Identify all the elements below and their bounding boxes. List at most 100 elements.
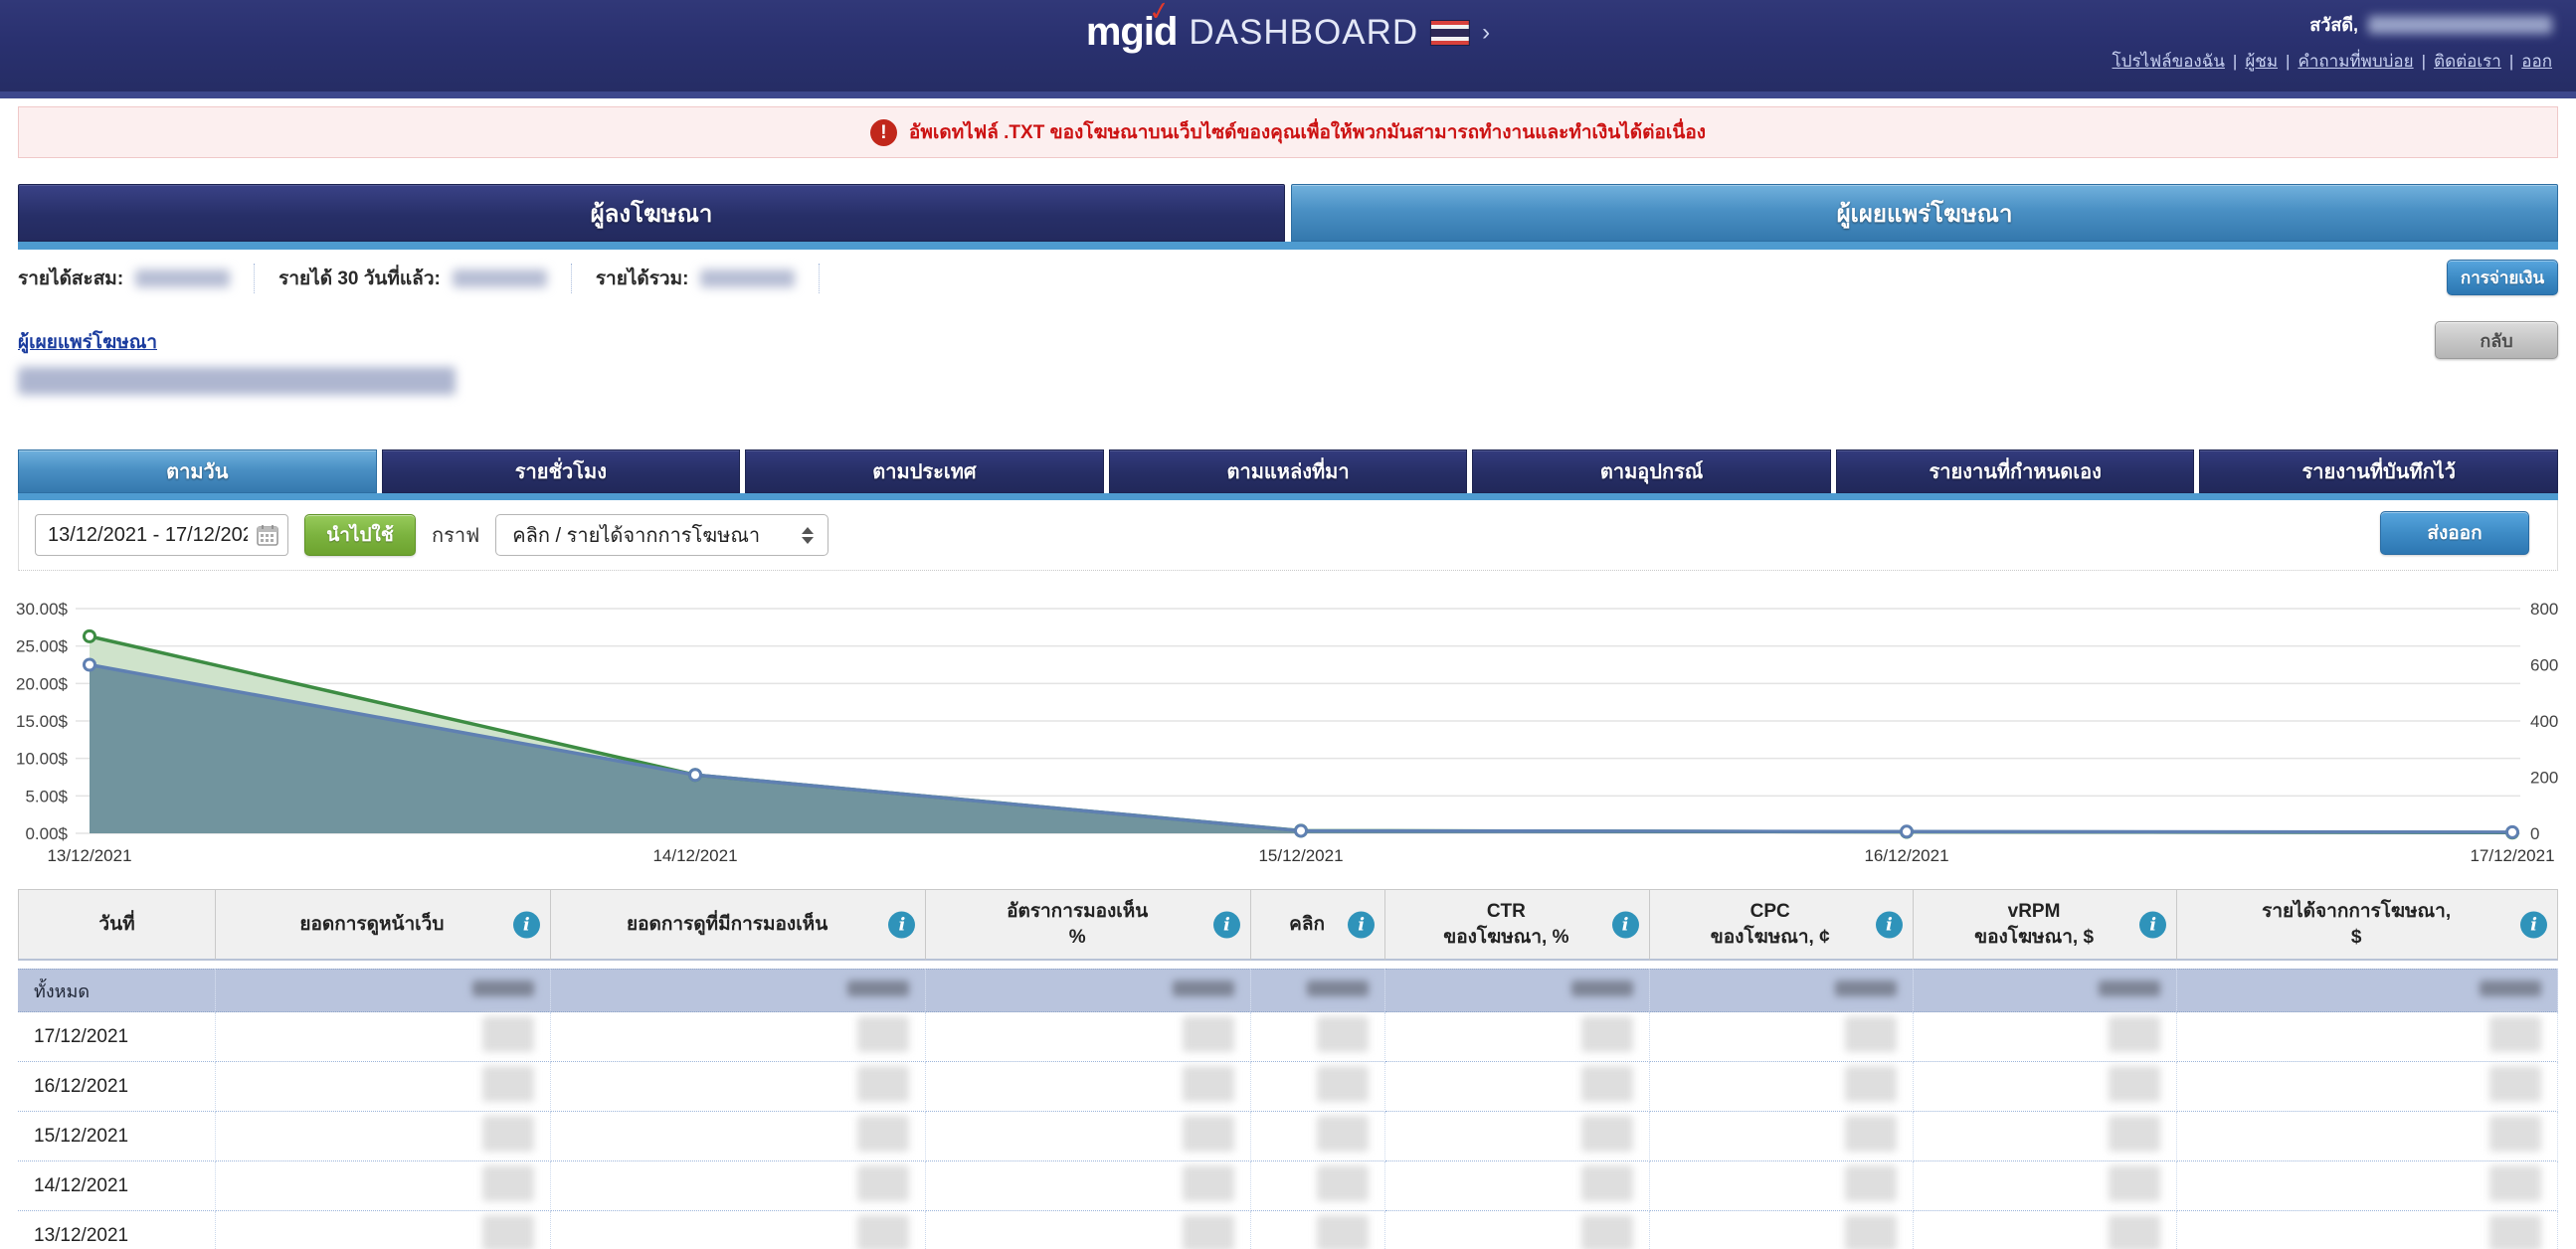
- right-axis-tick: 600: [2530, 656, 2558, 675]
- redacted-value: [481, 1016, 534, 1052]
- redacted-value: [857, 1215, 910, 1249]
- payments-button[interactable]: การจ่ายเงิน: [2447, 260, 2558, 295]
- date-range-input[interactable]: [35, 514, 288, 556]
- redacted-total-value: [471, 980, 534, 996]
- data-point-series2-2[interactable]: [688, 768, 702, 783]
- redacted-value: [1317, 1116, 1370, 1152]
- report-tab-6[interactable]: รายงานที่กำหนดเอง: [1835, 449, 2195, 493]
- info-icon[interactable]: i: [2520, 911, 2547, 938]
- value-cell: [1385, 1012, 1650, 1062]
- language-chevron-icon[interactable]: ›: [1482, 18, 1491, 46]
- thai-flag-icon[interactable]: [1430, 19, 1471, 46]
- redacted-total-value: [847, 980, 910, 996]
- redacted-value: [481, 1066, 534, 1102]
- logo-text-bold: mgid ✓: [1085, 0, 1179, 55]
- calendar-icon[interactable]: [257, 524, 278, 546]
- info-icon[interactable]: i: [1348, 911, 1376, 938]
- left-axis-tick: 30.00$: [16, 600, 69, 619]
- export-button[interactable]: ส่งออก: [2380, 511, 2529, 555]
- value-cell: [926, 1062, 1251, 1112]
- info-icon[interactable]: i: [1611, 911, 1639, 938]
- value-cell: [1385, 1161, 1650, 1211]
- redacted-value: [2489, 1116, 2541, 1152]
- column-header-label: รายได้จากการโฆษณา, $: [2262, 900, 2452, 948]
- report-tab-5[interactable]: ตามอุปกรณ์: [1472, 449, 1831, 493]
- info-icon[interactable]: i: [1212, 911, 1240, 938]
- back-button[interactable]: กลับ: [2435, 321, 2558, 359]
- info-icon[interactable]: i: [512, 911, 540, 938]
- left-axis-tick: 25.00$: [16, 637, 69, 656]
- data-point-series2-4[interactable]: [1900, 824, 1914, 839]
- redacted-value: [481, 1215, 534, 1249]
- earnings-value-redacted: [135, 269, 231, 287]
- left-axis-tick: 5.00$: [25, 787, 68, 805]
- column-header-label: CPC ของโฆษณา, ¢: [1710, 900, 1830, 948]
- tab-advertiser[interactable]: ผู้ลงโฆษณา: [18, 184, 1285, 242]
- total-value-cell: [1385, 969, 1650, 1012]
- data-point-series1-1[interactable]: [83, 628, 96, 643]
- redacted-value: [481, 1165, 534, 1201]
- logo-mgid: mgid: [1085, 10, 1179, 54]
- graph-label: กราฟ: [432, 525, 480, 547]
- total-value-cell: [1649, 969, 1914, 1012]
- graph-metric-select[interactable]: คลิก / รายได้จากการโฆษณา: [495, 514, 829, 556]
- tab-publisher[interactable]: ผู้เผยแพร่โฆษณา: [1291, 184, 2558, 242]
- redacted-value: [857, 1165, 910, 1201]
- report-tab-4[interactable]: ตามแหล่งที่มา: [1108, 449, 1468, 493]
- select-arrows-icon: [802, 526, 815, 544]
- value-cell: [216, 1161, 551, 1211]
- value-cell: [1250, 1161, 1386, 1211]
- nav-link-1[interactable]: โปรไฟล์ของฉัน: [2112, 52, 2225, 71]
- data-point-series2-5[interactable]: [2505, 824, 2519, 839]
- report-tab-1[interactable]: ตามวัน: [18, 449, 377, 493]
- total-value-cell: [550, 969, 927, 1012]
- redacted-value: [1317, 1165, 1370, 1201]
- right-axis-tick: 400: [2530, 712, 2558, 731]
- info-icon[interactable]: i: [1875, 911, 1903, 938]
- report-tab-3[interactable]: ตามประเทศ: [745, 449, 1104, 493]
- redacted-value: [857, 1116, 910, 1152]
- x-axis-label: 15/12/2021: [1258, 846, 1343, 865]
- redacted-value: [2109, 1165, 2161, 1201]
- info-icon[interactable]: i: [888, 911, 916, 938]
- redacted-value: [2489, 1016, 2541, 1052]
- redacted-value: [1317, 1016, 1370, 1052]
- value-cell: [1913, 1211, 2178, 1249]
- earnings-summary-row: รายได้สะสม: รายได้ 30 วันที่แล้ว: รายได้รว…: [0, 250, 2576, 305]
- logo-checkmark-icon: ✓: [1146, 0, 1172, 28]
- column-header-3: ยอดการดูที่มีการมองเห็น i: [550, 889, 927, 961]
- filter-bar: นำไปใช้ กราฟ คลิก / รายได้จากการโฆษณา ส่…: [18, 500, 2558, 571]
- mgid-logo[interactable]: mgid ✓ DASHBOARD ›: [1085, 0, 1491, 55]
- nav-separator: |: [2232, 52, 2238, 71]
- value-cell: [1250, 1062, 1386, 1112]
- total-value-cell: [926, 969, 1251, 1012]
- redacted-value: [1182, 1016, 1234, 1052]
- total-value-cell: [2177, 969, 2558, 1012]
- redacted-value: [2109, 1215, 2161, 1249]
- table-row-16-12-2021: 16/12/2021: [18, 1062, 2558, 1112]
- username-redacted: [2368, 15, 2552, 34]
- breadcrumb-publisher-link[interactable]: ผู้เผยแพร่โฆษณา: [18, 332, 157, 353]
- info-icon[interactable]: i: [2139, 911, 2167, 938]
- value-cell: [216, 1062, 551, 1112]
- value-cell: [550, 1062, 927, 1112]
- nav-link-4[interactable]: ติดต่อเรา: [2434, 52, 2501, 71]
- role-tabs: ผู้ลงโฆษณา ผู้เผยแพร่โฆษณา: [18, 184, 2558, 242]
- value-cell: [550, 1012, 927, 1062]
- nav-link-3[interactable]: คำถามที่พบบ่อย: [2298, 52, 2414, 71]
- nav-link-2[interactable]: ผู้ชม: [2245, 52, 2279, 71]
- redacted-value: [1844, 1116, 1897, 1152]
- data-point-series2-3[interactable]: [1294, 823, 1308, 838]
- apply-button[interactable]: นำไปใช้: [304, 514, 416, 556]
- redacted-total-value: [1834, 980, 1897, 996]
- graph-select-value: คลิก / รายได้จากการโฆษณา: [512, 525, 761, 547]
- column-header-2: ยอดการดูหน้าเว็บ i: [216, 889, 551, 961]
- table-row-17-12-2021: 17/12/2021: [18, 1012, 2558, 1062]
- report-tab-7[interactable]: รายงานที่บันทึกไว้: [2199, 449, 2559, 493]
- site-name-row: [18, 367, 2558, 400]
- data-point-series2-1[interactable]: [83, 657, 96, 672]
- site-name-redacted: [18, 367, 456, 395]
- nav-link-5[interactable]: ออก: [2521, 52, 2552, 71]
- value-cell: [1649, 1062, 1914, 1112]
- report-tab-2[interactable]: รายชั่วโมง: [381, 449, 741, 493]
